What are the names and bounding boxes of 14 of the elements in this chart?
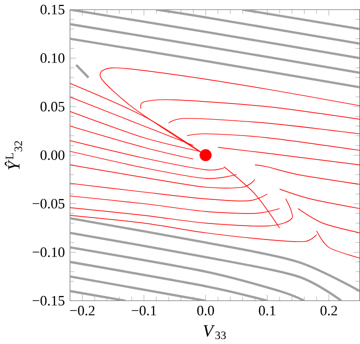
x-tick-label: 0.2 (320, 306, 338, 316)
y-tick-label: −0.05 (32, 198, 64, 209)
x-tick-label: 0.1 (258, 306, 276, 316)
y-tick-label: 0.15 (40, 4, 64, 14)
x-tick-label: 0.0 (197, 306, 214, 316)
x-tick-label: −0.1 (132, 306, 156, 316)
x-tick-label: −0.2 (70, 306, 94, 316)
y-tick-label: −0.10 (32, 247, 64, 258)
y-tick-label: 0.00 (40, 150, 64, 160)
y-tick-label: 0.05 (40, 102, 64, 112)
y-axis-title: Ŷ$^{L}$32 (4, 141, 22, 170)
y-tick-label: 0.10 (40, 53, 64, 64)
y-tick-label: −0.15 (32, 296, 64, 306)
x-axis-title: V$_{33}$ (204, 325, 226, 340)
